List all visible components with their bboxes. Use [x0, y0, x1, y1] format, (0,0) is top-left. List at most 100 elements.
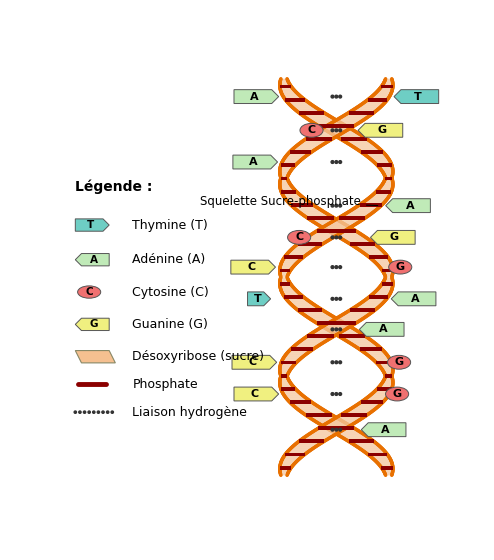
- Polygon shape: [338, 316, 366, 317]
- Polygon shape: [281, 164, 295, 167]
- Polygon shape: [280, 185, 291, 186]
- Polygon shape: [293, 108, 318, 109]
- Polygon shape: [356, 107, 380, 108]
- Circle shape: [331, 393, 334, 395]
- Polygon shape: [346, 341, 373, 342]
- Polygon shape: [328, 429, 357, 430]
- Polygon shape: [319, 324, 348, 325]
- Polygon shape: [282, 163, 298, 164]
- Polygon shape: [247, 292, 271, 306]
- Circle shape: [93, 411, 95, 413]
- Polygon shape: [362, 450, 384, 451]
- Polygon shape: [320, 424, 349, 425]
- Polygon shape: [363, 400, 384, 401]
- Polygon shape: [283, 294, 301, 295]
- Polygon shape: [365, 200, 386, 201]
- Polygon shape: [350, 442, 376, 443]
- Polygon shape: [320, 228, 349, 229]
- Polygon shape: [280, 385, 293, 386]
- Polygon shape: [330, 123, 359, 124]
- Polygon shape: [323, 128, 351, 129]
- Circle shape: [335, 393, 338, 395]
- Polygon shape: [340, 414, 368, 415]
- Polygon shape: [280, 286, 292, 287]
- Polygon shape: [349, 144, 375, 145]
- Polygon shape: [335, 235, 363, 236]
- Polygon shape: [286, 97, 305, 101]
- Polygon shape: [353, 147, 378, 148]
- Polygon shape: [281, 263, 296, 264]
- Polygon shape: [283, 359, 300, 360]
- Polygon shape: [280, 171, 290, 172]
- Polygon shape: [384, 379, 393, 380]
- Polygon shape: [384, 372, 393, 373]
- Polygon shape: [357, 149, 380, 150]
- Polygon shape: [326, 225, 354, 226]
- Polygon shape: [324, 424, 353, 425]
- Polygon shape: [288, 252, 310, 253]
- Polygon shape: [301, 213, 327, 214]
- Polygon shape: [351, 110, 376, 111]
- Polygon shape: [364, 399, 386, 400]
- Text: Phosphate: Phosphate: [132, 378, 198, 391]
- Polygon shape: [376, 290, 392, 291]
- Polygon shape: [385, 375, 392, 376]
- Polygon shape: [369, 356, 388, 357]
- Polygon shape: [323, 327, 352, 328]
- Polygon shape: [284, 357, 302, 358]
- Polygon shape: [320, 325, 349, 326]
- Polygon shape: [360, 349, 383, 350]
- Polygon shape: [375, 192, 391, 193]
- Polygon shape: [381, 185, 393, 186]
- Polygon shape: [306, 336, 334, 337]
- Polygon shape: [281, 388, 295, 389]
- Polygon shape: [284, 158, 303, 159]
- Circle shape: [339, 204, 341, 207]
- Polygon shape: [340, 337, 368, 338]
- Polygon shape: [385, 176, 392, 180]
- Polygon shape: [307, 334, 334, 338]
- Polygon shape: [376, 389, 392, 390]
- Polygon shape: [282, 161, 299, 162]
- Polygon shape: [297, 408, 323, 409]
- Polygon shape: [361, 104, 384, 105]
- Polygon shape: [300, 411, 327, 412]
- Text: T: T: [414, 92, 422, 101]
- Polygon shape: [280, 175, 288, 176]
- Polygon shape: [381, 85, 393, 88]
- Polygon shape: [283, 358, 301, 359]
- Polygon shape: [322, 326, 351, 327]
- Circle shape: [102, 411, 104, 413]
- Polygon shape: [287, 154, 308, 155]
- Polygon shape: [355, 346, 379, 347]
- Polygon shape: [294, 147, 319, 148]
- Polygon shape: [383, 381, 393, 382]
- Polygon shape: [381, 284, 393, 285]
- Polygon shape: [295, 344, 321, 345]
- Polygon shape: [302, 240, 329, 241]
- Text: T: T: [253, 294, 261, 304]
- Polygon shape: [290, 448, 313, 449]
- Polygon shape: [371, 457, 389, 458]
- Polygon shape: [291, 348, 315, 349]
- Polygon shape: [340, 237, 367, 239]
- Polygon shape: [280, 282, 290, 286]
- Polygon shape: [315, 132, 343, 133]
- Polygon shape: [293, 405, 317, 406]
- Text: C: C: [307, 125, 316, 136]
- Text: G: G: [89, 319, 98, 329]
- Polygon shape: [338, 216, 366, 220]
- Circle shape: [339, 393, 341, 395]
- Polygon shape: [308, 318, 336, 319]
- Circle shape: [335, 204, 338, 207]
- Polygon shape: [384, 373, 393, 374]
- Polygon shape: [370, 231, 415, 244]
- Polygon shape: [361, 350, 383, 351]
- Polygon shape: [306, 217, 334, 218]
- Polygon shape: [280, 267, 293, 268]
- Polygon shape: [329, 132, 358, 133]
- Polygon shape: [280, 169, 292, 170]
- Polygon shape: [281, 264, 296, 265]
- Polygon shape: [329, 321, 356, 325]
- Polygon shape: [306, 138, 333, 139]
